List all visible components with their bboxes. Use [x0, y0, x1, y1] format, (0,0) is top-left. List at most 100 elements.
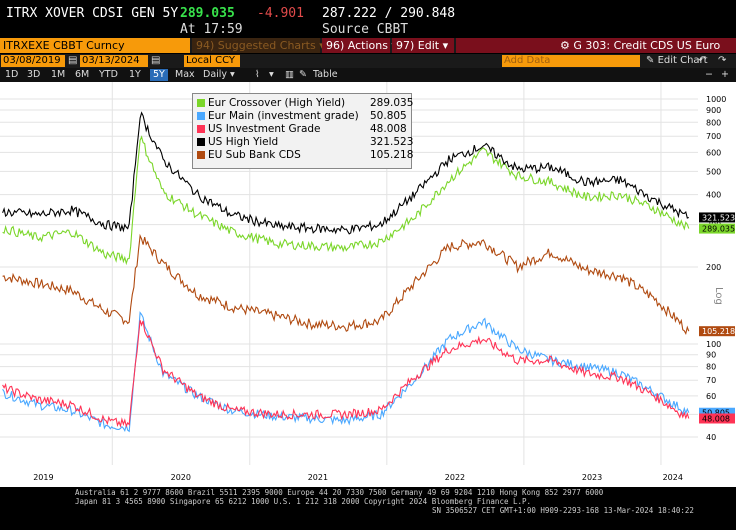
period-bar: ⌇ ▾ ▥ ✎ Table − + 1D 3D 1M 6M YTD 1Y 5Y Max Dail… — [0, 68, 736, 82]
last-value-label: 48.008 — [702, 414, 730, 423]
table-button[interactable]: Table — [313, 69, 338, 80]
y-tick-label: 90 — [706, 351, 716, 360]
end-date-input[interactable]: 03/13/2024 — [80, 55, 148, 67]
pricing-source: Source CBBT — [322, 22, 409, 37]
calendar-icon[interactable]: ▤ — [151, 55, 161, 66]
period-daily[interactable]: Daily ▾ — [203, 69, 235, 80]
series-line — [2, 111, 689, 235]
period-6m[interactable]: 6M — [75, 69, 90, 80]
y-tick-label: 1000 — [706, 95, 726, 104]
x-tick-label: 2023 — [582, 473, 602, 482]
ticker-input[interactable]: ITRXEXE CBBT Curncy — [0, 38, 190, 53]
legend-row[interactable]: EU Sub Bank CDS 105.218 — [197, 149, 413, 162]
last-value-tag — [699, 413, 735, 424]
period-3d[interactable]: 3D — [27, 69, 41, 80]
period-1y[interactable]: 1Y — [129, 69, 141, 80]
last-value-tag — [699, 407, 735, 418]
chart-legend[interactable]: Eur Crossover (High Yield) 289.035 Eur Mai… — [192, 93, 413, 169]
bar-chart-icon[interactable]: ▥ — [285, 69, 294, 80]
chart-name: ⚙ G 303: Credit CDS US Euro — [556, 38, 736, 53]
undo-icon[interactable]: ↶ — [698, 55, 707, 66]
last-value-label: 289.035 — [702, 225, 735, 234]
price-change: -4.901 — [257, 6, 304, 21]
legend-series-value: 105.218 — [370, 149, 414, 161]
y-tick-label: 100 — [706, 340, 721, 349]
y-axis-strip — [698, 82, 736, 465]
last-price: 289.035 — [180, 6, 235, 21]
y-tick-label: 60 — [706, 392, 716, 401]
period-5y[interactable]: 5Y — [150, 69, 168, 81]
bid-ask-range: 287.222 / 290.848 — [322, 6, 456, 21]
legend-row[interactable]: US High Yield 321.523 — [197, 136, 413, 149]
series-line — [2, 135, 690, 266]
period-1m[interactable]: 1M — [51, 69, 66, 80]
legend-row[interactable]: Eur Main (investment grade) 50.805 — [197, 110, 409, 123]
y-tick-label: 900 — [706, 106, 721, 115]
period-ytd[interactable]: YTD — [99, 69, 118, 80]
last-value-tag — [699, 223, 735, 234]
edit-chart-label: Edit Chart — [657, 55, 708, 66]
add-data-input[interactable]: Add Data — [502, 55, 640, 67]
last-value-label: 50.805 — [702, 409, 730, 418]
legend-series-name: US High Yield — [208, 136, 279, 148]
security-title: ITRX XOVER CDSI GEN 5Y — [6, 6, 179, 21]
x-axis-strip — [0, 465, 736, 487]
y-tick-label: 800 — [706, 118, 721, 127]
series-line — [2, 320, 690, 428]
legend-swatch — [197, 151, 205, 159]
date-separator: ▤ - — [68, 55, 85, 66]
y-tick-label: 500 — [706, 167, 721, 176]
zoom-in-icon[interactable]: + — [721, 69, 729, 80]
x-tick-label: 2021 — [308, 473, 328, 482]
legend-row[interactable]: Eur Crossover (High Yield) 289.035 — [197, 97, 413, 110]
x-tick-label: 2019 — [33, 473, 53, 482]
y-tick-label: 80 — [706, 363, 716, 372]
edit-menu[interactable]: 97) Edit ▾ — [392, 38, 454, 53]
legend-series-value: 50.805 — [370, 110, 407, 122]
command-bar-spacer — [456, 38, 556, 53]
legend-series-name: EU Sub Bank CDS — [208, 149, 301, 161]
line-chart-icon[interactable]: ⌇ — [255, 69, 260, 80]
legend-row[interactable]: US Investment Grade 48.008 — [197, 123, 409, 136]
log-scale-label: Log — [713, 287, 724, 305]
redo-icon[interactable]: ↷ — [718, 55, 727, 66]
draw-tool-icon[interactable]: ✎ — [299, 69, 307, 80]
legend-swatch — [197, 99, 205, 107]
footer-contacts-1: Australia 61 2 9777 8600 Brazil 5511 239… — [75, 488, 604, 497]
last-value-label: 105.218 — [702, 327, 735, 336]
last-value-tag — [699, 212, 735, 223]
legend-swatch — [197, 112, 205, 120]
y-tick-label: 400 — [706, 191, 721, 200]
currency-select[interactable]: Local CCY — [184, 55, 240, 67]
chart-settings-icon[interactable]: ⚙ — [560, 39, 574, 52]
last-value-label: 321.523 — [702, 213, 735, 222]
period-max[interactable]: Max — [175, 69, 195, 80]
date-range-bar: 03/08/2019 ▤ - 03/13/2024 ▤ Local CCY Ad… — [0, 54, 736, 68]
suggested-charts-menu[interactable]: 94) Suggested Charts ▾ — [192, 38, 325, 53]
y-tick-label: 40 — [706, 433, 716, 442]
y-tick-label: 70 — [706, 376, 716, 385]
legend-swatch — [197, 125, 205, 133]
legend-series-name: Eur Crossover (High Yield) — [208, 97, 346, 109]
zoom-out-icon[interactable]: − — [705, 69, 713, 80]
x-tick-label: 2022 — [445, 473, 465, 482]
y-tick-label: 600 — [706, 148, 721, 157]
legend-series-value: 289.035 — [370, 97, 414, 109]
period-1d[interactable]: 1D — [5, 69, 19, 80]
chart-name-label: G 303: Credit CDS US Euro — [573, 39, 721, 52]
y-tick-label: 700 — [706, 132, 721, 141]
x-tick-label: 2020 — [171, 473, 191, 482]
last-update-time: At 17:59 — [180, 22, 243, 37]
legend-swatch — [197, 138, 205, 146]
start-date-input[interactable]: 03/08/2019 — [1, 55, 65, 67]
chart-type-menu-icon[interactable]: ▾ — [269, 69, 274, 80]
legend-series-name: US Investment Grade — [208, 123, 321, 135]
footer-session-info: SN 3506527 CET GMT+1:00 H909-2293-168 13… — [432, 506, 694, 515]
actions-menu[interactable]: 96) Actions ▾ — [322, 38, 397, 53]
series-line — [2, 233, 690, 335]
footer: Australia 61 2 9777 8600 Brazil 5511 239… — [0, 487, 736, 530]
security-header: ITRX XOVER CDSI GEN 5Y 289.035 -4.901 28… — [0, 0, 736, 38]
edit-chart-button[interactable]: ✎ Edit Chart — [646, 55, 708, 66]
y-tick-label: 200 — [706, 263, 721, 272]
legend-series-value: 321.523 — [370, 136, 414, 148]
